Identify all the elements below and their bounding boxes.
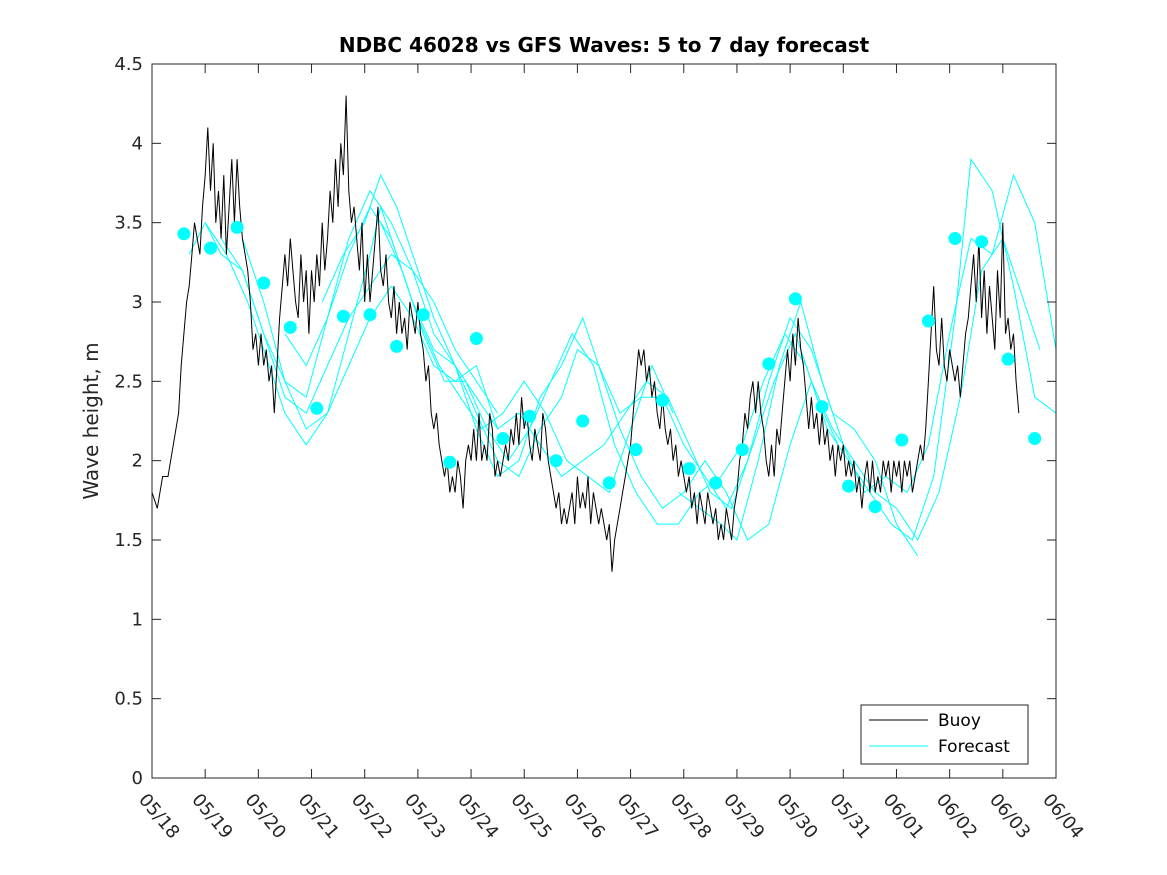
forecast-marker-6 [310, 401, 324, 415]
y-axis-label: Wave height, m [79, 342, 103, 499]
forecast-marker-17 [602, 476, 616, 490]
x-tick-label-05-26: 05/26 [560, 790, 609, 843]
forecast-marker-4 [257, 276, 271, 290]
plot-frame [151, 63, 1057, 779]
forecast-marker-2 [204, 241, 217, 255]
forecast-marker-14 [523, 409, 537, 423]
x-tick-label-05-29: 05/29 [719, 790, 768, 843]
forecast-marker-5 [283, 320, 297, 334]
forecast-marker-9 [390, 339, 404, 353]
y-tick-label-3: 3 [132, 292, 143, 313]
y-tick-label-4-5: 4.5 [114, 54, 143, 75]
forecast-marker-23 [762, 357, 776, 371]
forecast-marker-1 [177, 227, 191, 241]
y-tick-label-1-5: 1.5 [114, 530, 143, 551]
forecast-marker-25 [815, 400, 829, 414]
legend: Buoy Forecast [860, 704, 1029, 765]
forecast-marker-19 [656, 393, 669, 407]
forecast-marker-33 [1028, 432, 1042, 445]
x-tick-label-05-19: 05/19 [187, 790, 236, 843]
buoy-line [151, 95, 1020, 572]
x-tick-label-05-27: 05/27 [613, 790, 662, 843]
forecast-line-4 [241, 189, 839, 510]
forecast-marker-26 [842, 479, 856, 493]
forecast-marker-16 [576, 414, 590, 428]
forecast-marker-3 [230, 220, 244, 234]
forecast-marker-28 [895, 433, 909, 447]
legend-buoy-label: Buoy [938, 711, 981, 731]
forecast-marker-22 [735, 443, 749, 457]
y-tick-label-0-5: 0.5 [114, 689, 143, 710]
y-tick-label-3-5: 3.5 [114, 213, 143, 234]
forecast-marker-29 [921, 314, 935, 328]
chart-title: NDBC 46028 vs GFS Waves: 5 to 7 day fore… [339, 33, 870, 57]
forecast-marker-30 [948, 232, 962, 245]
y-tick-label-2-5: 2.5 [114, 371, 143, 392]
y-tick-label-1: 1 [132, 609, 143, 630]
forecast-marker-15 [549, 454, 563, 468]
legend-forecast-label: Forecast [938, 737, 1010, 757]
plot-area [152, 64, 1056, 778]
forecast-marker-24 [788, 292, 802, 306]
forecast-marker-31 [975, 235, 989, 249]
forecast-line-6 [321, 173, 1041, 542]
forecast-marker-18 [629, 443, 643, 457]
forecast-marker-32 [1001, 352, 1015, 366]
forecast-marker-20 [682, 462, 696, 476]
buoy-series [151, 95, 1020, 572]
y-tick-label-0: 0 [132, 768, 143, 789]
x-tick-label-05-22: 05/22 [347, 790, 396, 843]
x-tick-label-06-01: 06/01 [879, 790, 928, 843]
x-tick-label-05-18: 05/18 [134, 790, 183, 843]
forecast-line-8 [678, 173, 1057, 541]
forecast-marker-27 [868, 500, 882, 514]
forecast-marker-7 [336, 309, 350, 323]
forecast-markers [177, 220, 1042, 514]
x-tick-label-05-28: 05/28 [666, 790, 715, 843]
x-tick-label-05-25: 05/25 [506, 790, 555, 843]
y-tick-label-2: 2 [132, 451, 143, 472]
forecast-marker-13 [496, 432, 510, 445]
x-tick-label-06-04: 06/04 [1038, 790, 1087, 843]
forecast-marker-8 [363, 308, 377, 322]
forecast-line-3 [220, 204, 674, 494]
forecast-marker-10 [416, 308, 430, 322]
x-tick-label-06-03: 06/03 [985, 790, 1034, 843]
x-tick-label-05-30: 05/30 [772, 790, 821, 843]
legend-box [860, 704, 1029, 765]
x-tick-label-05-24: 05/24 [453, 790, 502, 843]
x-tick-label-05-20: 05/20 [241, 790, 290, 843]
y-axis: 0 0.5 1 1.5 2 2.5 3 3.5 4 4.5 [114, 54, 1056, 789]
forecast-marker-11 [443, 455, 457, 469]
forecast-marker-12 [469, 332, 483, 345]
x-tick-label-05-21: 05/21 [294, 790, 343, 843]
y-tick-label-4: 4 [132, 133, 143, 154]
x-tick-label-05-23: 05/23 [400, 790, 449, 843]
x-tick-label-06-02: 06/02 [932, 790, 981, 843]
forecast-marker-21 [709, 476, 723, 490]
x-tick-label-05-31: 05/31 [825, 790, 874, 843]
